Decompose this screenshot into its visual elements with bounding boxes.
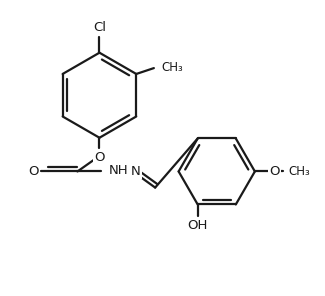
Text: OH: OH <box>188 219 208 232</box>
Text: O: O <box>28 165 38 178</box>
Text: N: N <box>131 165 141 178</box>
Text: Cl: Cl <box>93 21 106 34</box>
Text: NH: NH <box>108 164 128 177</box>
Text: O: O <box>269 165 280 178</box>
Text: O: O <box>94 151 105 164</box>
Text: CH₃: CH₃ <box>288 165 310 178</box>
Text: CH₃: CH₃ <box>161 61 183 74</box>
